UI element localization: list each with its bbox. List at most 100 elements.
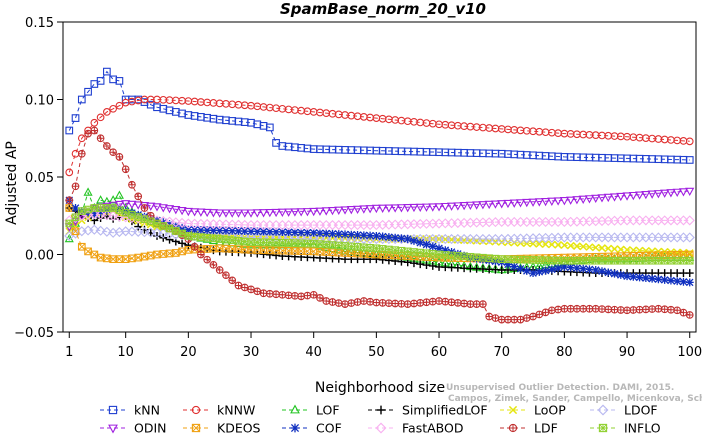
x-tick-label: 80: [556, 345, 573, 360]
data-point-odin: [409, 203, 419, 213]
data-point-ldf: [504, 315, 512, 324]
data-point-ldf: [428, 297, 437, 306]
data-point-odin: [553, 197, 563, 206]
data-point-ldf: [90, 126, 99, 135]
data-point-inflo: [522, 255, 531, 264]
data-point-ldf: [259, 289, 268, 298]
data-point-fastabod: [177, 217, 188, 228]
data-point-ldf: [472, 300, 481, 308]
data-point-odin: [497, 200, 507, 209]
x-tick-label: 20: [180, 345, 197, 360]
data-point-ldf: [491, 314, 500, 322]
data-point-ldf: [247, 285, 255, 294]
data-point-cof: [410, 236, 418, 245]
x-axis-label: Neighborhood size: [315, 380, 445, 396]
data-point-ldf: [303, 291, 312, 300]
data-point-odin: [440, 202, 450, 212]
data-point-cof: [184, 225, 193, 234]
legend-label-loop: LoOP: [534, 403, 566, 418]
data-point-odin: [114, 200, 124, 210]
data-point-ldf: [685, 311, 694, 319]
data-point-odin: [534, 198, 544, 207]
data-point-odin: [484, 200, 494, 210]
data-point-odin: [641, 191, 651, 200]
data-point-cof: [397, 234, 406, 243]
data-point-cof: [240, 227, 249, 236]
data-point-fastabod: [108, 210, 119, 221]
data-point-odin: [447, 202, 457, 211]
data-point-knn: [265, 123, 274, 132]
data-point-inflo: [103, 204, 111, 212]
data-point-ldf: [441, 297, 450, 306]
data-point-odin: [334, 206, 344, 215]
data-point-ldf: [403, 300, 412, 308]
data-point-inflo: [71, 213, 80, 222]
data-point-odin: [685, 187, 695, 197]
data-point-cof: [347, 230, 356, 239]
data-point-ldof: [145, 227, 156, 238]
data-point-ldf: [284, 291, 293, 300]
data-point-knn: [71, 114, 80, 122]
data-point-inflo: [623, 256, 631, 265]
data-point-inflo: [585, 256, 594, 265]
data-point-inflo: [453, 252, 462, 260]
data-point-odin: [171, 206, 181, 215]
data-point-odin: [271, 208, 281, 218]
series-line-fastabod: [69, 213, 690, 226]
data-point-cof: [685, 278, 694, 287]
data-point-ldof: [101, 226, 112, 237]
data-point-cof: [579, 264, 588, 273]
data-point-cof: [673, 277, 682, 286]
data-point-inflo: [372, 244, 381, 253]
data-point-cof: [666, 276, 675, 285]
data-point-cof: [504, 260, 512, 269]
data-point-ldf: [447, 298, 456, 307]
y-tick-label: −0.05: [14, 326, 54, 341]
data-point-inflo: [610, 256, 619, 265]
data-point-inflo: [228, 236, 237, 245]
data-point-inflo: [479, 253, 487, 262]
data-point-odin: [127, 200, 137, 210]
data-point-odin: [296, 208, 306, 217]
data-point-simplifiedlof: [178, 239, 187, 248]
data-point-cof: [209, 226, 218, 235]
data-point-odin: [547, 197, 557, 206]
data-point-cof: [623, 272, 632, 281]
data-point-odin: [177, 206, 187, 216]
data-point-ldf: [416, 299, 425, 307]
data-point-ldf: [635, 305, 644, 314]
data-point-ldf: [71, 182, 80, 191]
x-tick-label: 40: [305, 345, 322, 360]
data-point-inflo: [165, 224, 174, 233]
data-point-ldf: [385, 299, 393, 308]
data-point-ldf: [560, 304, 569, 313]
data-point-ldf: [667, 305, 675, 314]
data-point-cof: [422, 240, 431, 249]
y-tick-label: 0.10: [25, 94, 54, 109]
data-point-cof: [391, 233, 400, 242]
data-point-inflo: [134, 213, 143, 221]
data-point-odin: [315, 207, 325, 216]
data-point-cof: [328, 229, 337, 238]
data-point-odin: [152, 203, 162, 212]
data-point-odin: [522, 198, 532, 208]
data-point-odin: [121, 200, 131, 209]
data-point-odin: [196, 208, 206, 217]
data-point-inflo: [190, 232, 199, 241]
data-point-inflo: [497, 255, 506, 264]
data-point-ldof: [89, 224, 100, 235]
data-point-loop: [610, 245, 619, 253]
data-point-knnw: [65, 168, 74, 177]
legend-item-knnw: kNNW: [183, 403, 255, 418]
data-point-ldof: [95, 225, 106, 236]
data-point-cof: [510, 262, 519, 271]
data-point-odin: [490, 200, 501, 209]
legend-label-inflo: INFLO: [624, 421, 661, 434]
data-point-cof: [309, 228, 318, 237]
data-point-knnw: [685, 137, 694, 146]
legend-label-knn: kNN: [134, 403, 160, 418]
data-point-odin: [660, 189, 670, 198]
data-point-ldf: [648, 305, 656, 313]
data-point-cof: [303, 228, 312, 237]
data-point-cof: [629, 272, 638, 281]
